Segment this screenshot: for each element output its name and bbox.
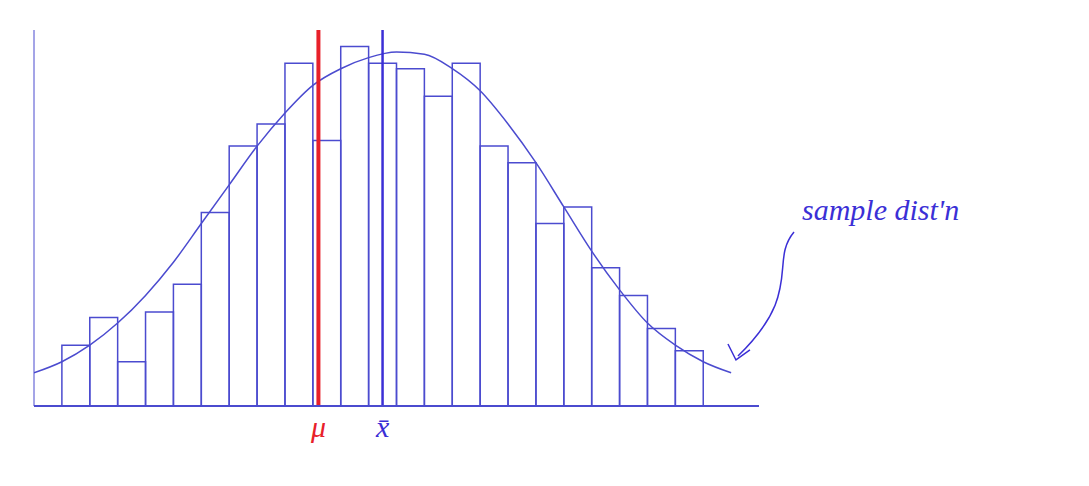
svg-text:x̄: x̄ [375,410,390,443]
svg-text:μ: μ [310,410,326,443]
svg-text:sample dist'n: sample dist'n [802,193,959,226]
